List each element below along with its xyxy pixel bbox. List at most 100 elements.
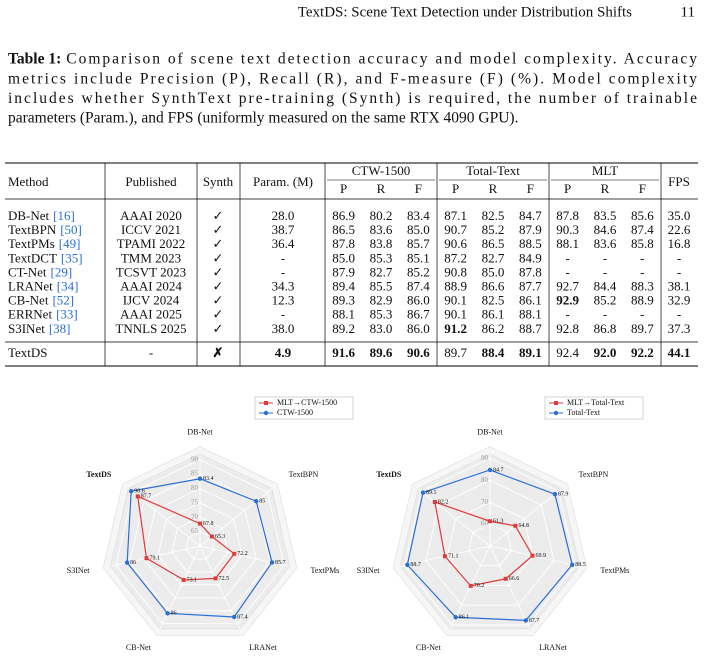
series-marker (503, 576, 508, 581)
table-cell: 84.7 (519, 208, 542, 223)
grid-ring (143, 488, 257, 599)
series-marker (513, 523, 518, 528)
table-cell: 87.8 (556, 208, 579, 223)
table-cell: 82.5 (482, 208, 505, 223)
table-cell: 89.6 (370, 345, 393, 360)
table-cell: 85.6 (631, 208, 654, 223)
table-cell: TNNLS 2025 (115, 321, 186, 336)
method-ref: [52] (52, 293, 74, 308)
table-cell: 87.4 (631, 222, 654, 237)
value-label: 86.1 (459, 615, 470, 621)
table-cell: AAAI 2020 (120, 208, 182, 223)
table-cell: 85.2 (594, 293, 617, 308)
axis-label: TextDS (376, 470, 402, 479)
r-tick-label: 75 (191, 498, 199, 506)
table-cell: 87.9 (332, 264, 355, 279)
grid-ring (468, 523, 512, 567)
table-cell: 83.5 (594, 208, 617, 223)
axis-label: LRANet (539, 643, 567, 652)
axis-label: TextDS (86, 470, 112, 479)
table-cell: 87.1 (444, 208, 467, 223)
axis-label: DB-Net (477, 427, 503, 436)
axis-label: S3INet (357, 566, 380, 575)
caption-line: metrics include Precision (P), Recall (R… (8, 70, 697, 87)
table-cell: 92.9 (556, 293, 579, 308)
method-cell: TextBPN [50] (8, 222, 82, 237)
method-ref: [35] (61, 250, 83, 265)
method-name: TextBPN (8, 222, 57, 237)
radar-spoke (199, 545, 290, 567)
table-cell: 82.7 (482, 250, 505, 265)
series-outline (126, 478, 273, 618)
table-cell: 86.8 (594, 321, 617, 336)
table-cell: 38.1 (668, 278, 691, 293)
series-marker (269, 560, 275, 565)
table-cell: 89.3 (332, 293, 355, 308)
value-label: 85 (259, 499, 265, 505)
series-marker (253, 498, 259, 504)
series-marker (570, 562, 575, 567)
table-cell: 86.5 (482, 236, 505, 251)
column-header: Method (8, 174, 49, 189)
series-marker (405, 562, 410, 568)
axis-label: CB-Net (416, 643, 442, 652)
table-cell: 82.7 (370, 264, 393, 279)
value-label: 72.5 (219, 576, 230, 582)
axis-label: TextPMs (311, 566, 340, 575)
radar-spoke (417, 488, 491, 547)
grid-ring (185, 531, 215, 560)
caption-line: parameters (Param.), and FPS (uniformly … (8, 110, 518, 127)
table-cell: - (603, 307, 607, 322)
table-cell: 85.0 (332, 250, 355, 265)
table-cell: 86.9 (332, 208, 355, 223)
table-cell: ✓ (213, 250, 224, 265)
series-marker (530, 553, 535, 558)
series-marker (453, 615, 458, 620)
value-label: 83.4 (203, 476, 214, 482)
value-label: 86 (130, 560, 136, 566)
value-label: 85.7 (275, 560, 286, 566)
method-ref: [33] (56, 307, 78, 322)
table-cell: 86.2 (482, 321, 505, 336)
table-cell: 87.9 (519, 222, 542, 237)
value-label: 87.7 (141, 494, 152, 500)
series-marker (420, 490, 426, 495)
table-cell: - (281, 307, 285, 322)
value-label: 64.8 (518, 523, 529, 529)
radar-spoke (127, 488, 201, 547)
series-marker (124, 560, 130, 565)
table-cell: - (603, 264, 607, 279)
table-cell: ✓ (213, 293, 224, 308)
table-cell: 92.4 (556, 345, 579, 360)
r-tick-label: 90 (191, 455, 199, 463)
radar-spoke (489, 545, 580, 567)
series-marker (432, 500, 437, 505)
series-marker (165, 611, 170, 616)
r-tick-label: 90 (481, 454, 489, 462)
group-header: CTW-1500 (352, 163, 411, 178)
table-cell: 88.9 (631, 293, 654, 308)
table-cell: 84.9 (519, 250, 542, 265)
method-name: LRANet (8, 278, 53, 293)
method-cell: TextPMs [49] (8, 236, 80, 251)
value-label: 86 (171, 611, 177, 617)
legend-marker (264, 401, 268, 405)
table-cell: ✓ (213, 321, 224, 336)
r-tick-label: 80 (191, 484, 199, 492)
radar-spoke (489, 488, 563, 547)
grid-ring (404, 457, 576, 626)
column-header: Synth (203, 174, 234, 189)
table-cell: - (640, 307, 644, 322)
method-ref: [16] (53, 208, 75, 223)
table-cell: ✗ (213, 345, 224, 360)
table-cell: 28.0 (272, 208, 295, 223)
table-cell: 85.2 (482, 222, 505, 237)
method-ref: [49] (59, 236, 81, 251)
value-label: 65.3 (215, 534, 226, 540)
axis-label: DB-Net (187, 427, 213, 436)
series-marker (198, 521, 202, 526)
series-marker (487, 467, 493, 473)
series-marker (144, 556, 149, 561)
axis-label: S3INet (67, 566, 90, 575)
table-cell: - (281, 250, 285, 265)
